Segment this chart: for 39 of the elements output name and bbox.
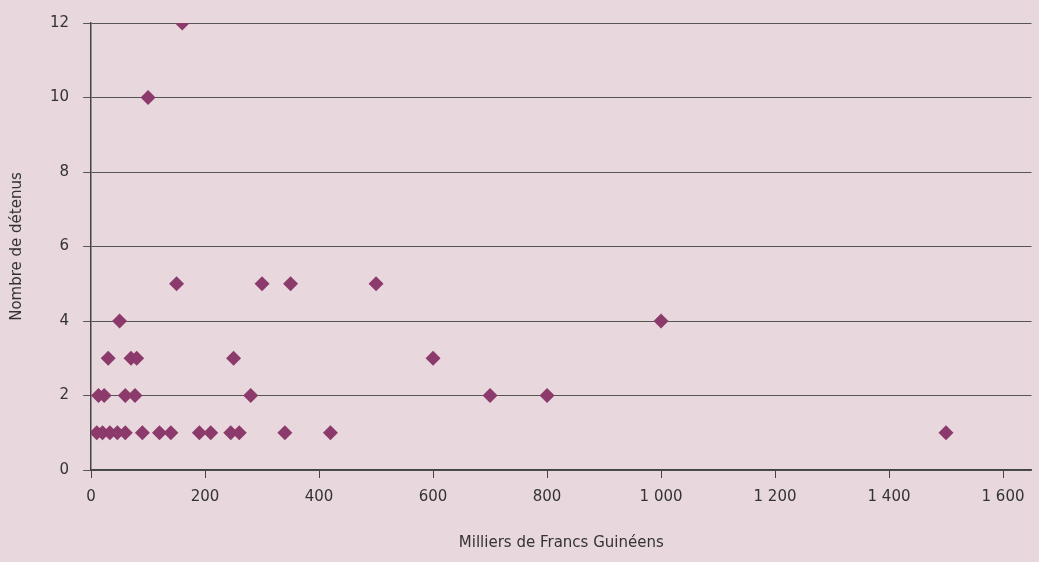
y-tick-label: 10 [49, 87, 70, 106]
y-tick-label: 4 [59, 310, 70, 329]
point [425, 350, 441, 366]
point [539, 388, 555, 403]
y-tick-label: 12 [49, 12, 70, 31]
y-tick-label: 6 [59, 236, 70, 255]
x-tick-label: 400 [304, 486, 334, 505]
point [112, 313, 128, 329]
point [134, 425, 150, 441]
point [322, 425, 338, 441]
y-tick-label: 0 [59, 459, 70, 478]
y-tick-label: 2 [59, 385, 70, 404]
x-tick-label: 1 600 [981, 486, 1025, 505]
point [226, 350, 242, 366]
point [277, 425, 293, 441]
point [203, 425, 219, 441]
y-tick-label: 8 [59, 161, 70, 180]
x-tick-label: 1 400 [867, 486, 911, 505]
point [283, 276, 299, 292]
point [653, 313, 669, 329]
point [169, 276, 185, 292]
x-tick-label: 200 [190, 486, 220, 505]
point [482, 388, 498, 403]
x-axis-title: Milliers de Francs Guinéens [458, 532, 664, 551]
x-tick-label: 0 [86, 486, 96, 505]
point [243, 388, 259, 403]
point [140, 90, 156, 105]
point [191, 425, 207, 441]
point [368, 276, 384, 292]
y-axis-title: Nombre de détenus [6, 172, 25, 321]
point [151, 425, 167, 441]
point [254, 276, 270, 292]
x-tick-label: 1 000 [639, 486, 683, 505]
x-tick-label: 1 200 [753, 486, 797, 505]
point [163, 425, 179, 441]
point [938, 425, 954, 441]
x-tick-label: 800 [532, 486, 562, 505]
point [100, 350, 116, 366]
x-tick-label: 600 [418, 486, 448, 505]
